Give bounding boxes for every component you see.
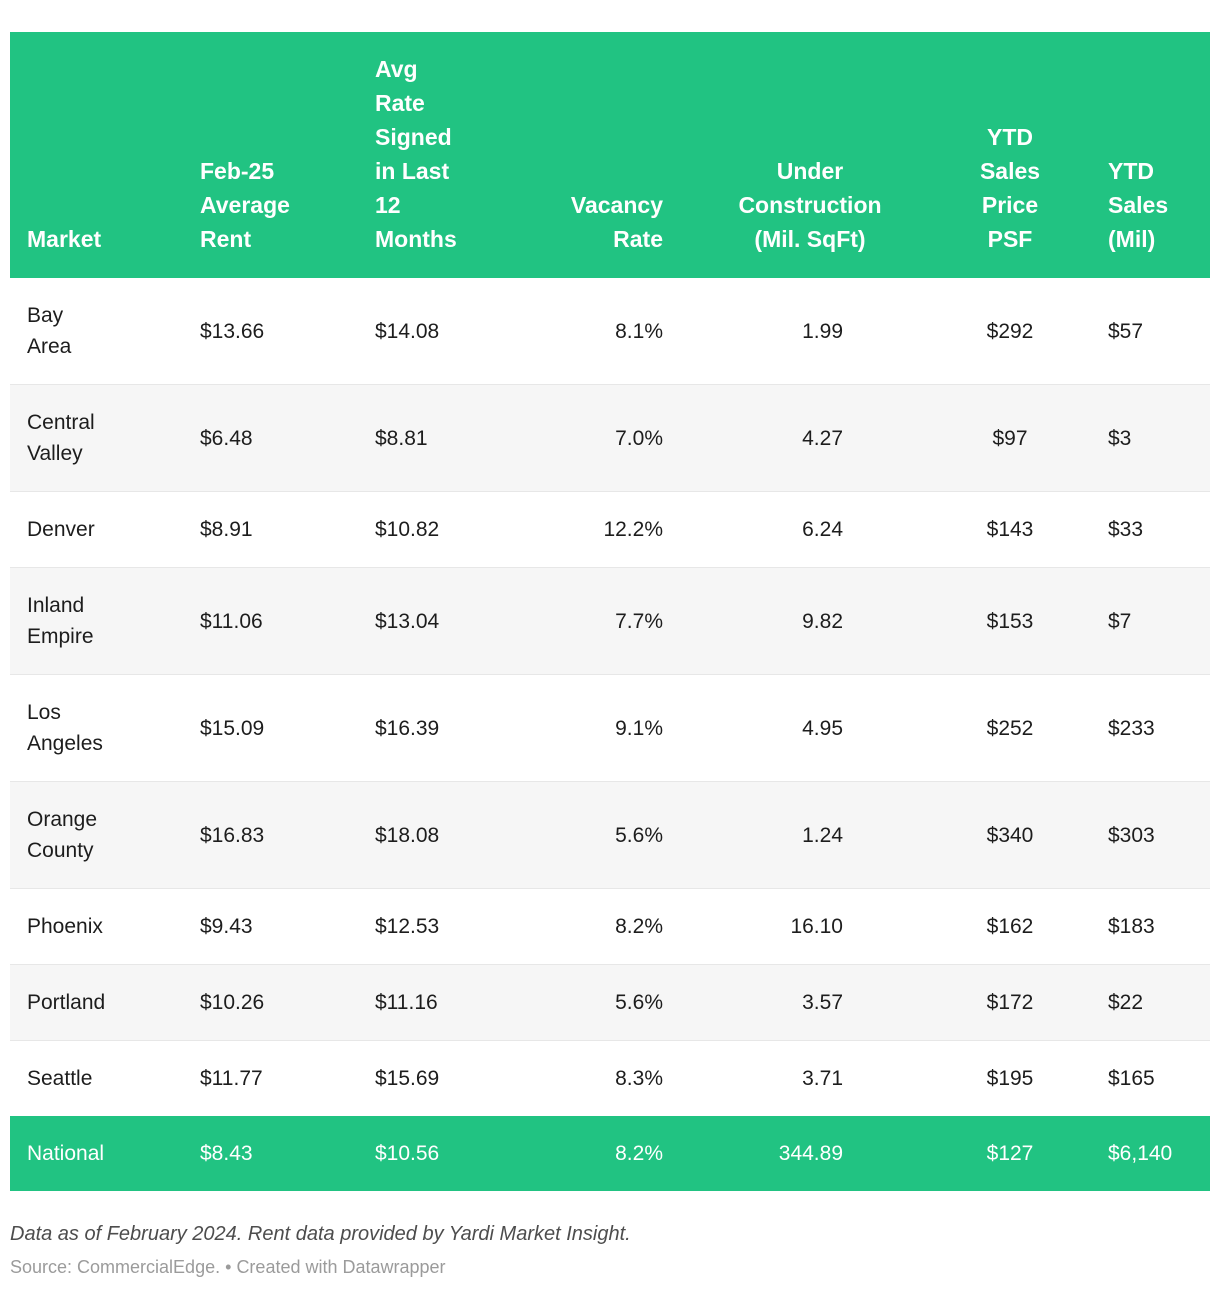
cell-uc: 1.24 bbox=[802, 823, 843, 847]
cell-uc: 6.24 bbox=[802, 518, 843, 541]
table-row: Central Valley $6.48 $8.81 7.0% 4.27 $97 $3 bbox=[10, 384, 1210, 492]
table-notes: Data as of February 2024. Rent data prov… bbox=[10, 1223, 631, 1245]
cell-uc: 3.57 bbox=[802, 991, 843, 1014]
table-row: Los Angeles $15.09 $16.39 9.1% 4.95 $252 $233 bbox=[10, 674, 1210, 782]
cell-uc: 16.10 bbox=[790, 915, 843, 938]
column-header-rent: Feb-25 Average Rent bbox=[200, 158, 290, 252]
cell-ytd: $233 bbox=[1108, 716, 1155, 740]
source-line: Source: CommercialEdge. • Created with D… bbox=[10, 1255, 1210, 1279]
cell-vacancy: 8.3% bbox=[615, 1067, 663, 1090]
cell-market: Seattle bbox=[27, 1067, 93, 1090]
header-row: Market Feb-25 Average Rent Avg Rate Signed… bbox=[10, 32, 1210, 278]
table-row: Inland Empire $11.06 $13.04 7.7% 9.82 $153 $7 bbox=[10, 567, 1210, 675]
table-row-highlight: National $8.43 $10.56 8.2% 344.89 $127 $6,140 bbox=[10, 1116, 1210, 1191]
cell-vacancy: 9.1% bbox=[615, 716, 663, 740]
cell-uc: 344.89 bbox=[778, 1142, 843, 1165]
table-body: Bay Area $13.66 $14.08 8.1% 1.99 $292 $57 Centr… bbox=[10, 278, 1210, 1191]
cell-ytd: $57 bbox=[1108, 319, 1144, 343]
cell-avg: $15.69 bbox=[375, 1067, 440, 1090]
cell-psf: $162 bbox=[986, 915, 1034, 938]
cell-ytd: $303 bbox=[1108, 823, 1155, 847]
datawrapper-attribution-link[interactable]: Created with Datawrapper bbox=[236, 1257, 446, 1277]
cell-psf: $127 bbox=[986, 1142, 1034, 1165]
cell-rent: $15.09 bbox=[200, 716, 265, 740]
cell-psf: $153 bbox=[986, 609, 1034, 633]
column-header-uc: Under Construction (Mil. SqFt) bbox=[738, 158, 882, 252]
cell-avg: $10.82 bbox=[375, 518, 440, 541]
cell-vacancy: 12.2% bbox=[603, 518, 663, 541]
cell-vacancy: 7.0% bbox=[615, 426, 663, 450]
table-row: Portland $10.26 $11.16 5.6% 3.57 $172 $22 bbox=[10, 964, 1210, 1041]
cell-psf: $143 bbox=[986, 518, 1034, 541]
cell-avg: $14.08 bbox=[375, 319, 440, 343]
cell-vacancy: 5.6% bbox=[615, 823, 663, 847]
column-header-avg: Avg Rate Signed in Last 12 Months bbox=[375, 56, 457, 252]
cell-vacancy: 5.6% bbox=[615, 991, 663, 1014]
table-header: Market Feb-25 Average Rent Avg Rate Signed… bbox=[10, 32, 1210, 278]
cell-rent: $10.26 bbox=[200, 991, 265, 1014]
market-data-table: Market Feb-25 Average Rent Avg Rate Signed… bbox=[10, 32, 1210, 1191]
table-row: Phoenix $9.43 $12.53 8.2% 16.10 $162 $183 bbox=[10, 888, 1210, 965]
cell-avg: $16.39 bbox=[375, 716, 440, 740]
cell-ytd: $6,140 bbox=[1108, 1142, 1173, 1165]
cell-market: National bbox=[27, 1142, 105, 1165]
cell-market: Denver bbox=[27, 518, 95, 541]
table-row: Orange County $16.83 $18.08 5.6% 1.24 $340 $30… bbox=[10, 781, 1210, 889]
cell-ytd: $22 bbox=[1108, 991, 1144, 1014]
cell-uc: 3.71 bbox=[802, 1067, 843, 1090]
separator: • bbox=[225, 1257, 232, 1277]
cell-avg: $10.56 bbox=[375, 1142, 440, 1165]
cell-rent: $16.83 bbox=[200, 823, 265, 847]
cell-market: Central Valley bbox=[27, 411, 95, 465]
cell-vacancy: 8.2% bbox=[615, 1142, 663, 1165]
cell-psf: $172 bbox=[986, 991, 1034, 1014]
cell-rent: $8.91 bbox=[200, 518, 253, 541]
cell-market: Bay Area bbox=[27, 304, 72, 358]
cell-psf: $252 bbox=[986, 716, 1034, 740]
cell-avg: $11.16 bbox=[375, 991, 438, 1014]
cell-uc: 4.95 bbox=[802, 716, 843, 740]
cell-rent: $9.43 bbox=[200, 915, 253, 938]
column-header-market: Market bbox=[27, 226, 102, 252]
cell-ytd: $183 bbox=[1108, 915, 1155, 938]
cell-rent: $6.48 bbox=[200, 426, 253, 450]
cell-rent: $11.77 bbox=[200, 1067, 263, 1090]
cell-market: Inland Empire bbox=[27, 594, 94, 648]
cell-market: Los Angeles bbox=[27, 701, 103, 755]
cell-avg: $18.08 bbox=[375, 823, 440, 847]
cell-ytd: $165 bbox=[1108, 1067, 1155, 1090]
cell-vacancy: 7.7% bbox=[615, 609, 663, 633]
source-label: Source: CommercialEdge. bbox=[10, 1257, 221, 1277]
column-header-vacancy: Vacancy Rate bbox=[570, 192, 663, 252]
cell-avg: $13.04 bbox=[375, 609, 440, 633]
cell-avg: $12.53 bbox=[375, 915, 440, 938]
cell-market: Portland bbox=[27, 991, 106, 1014]
cell-uc: 9.82 bbox=[802, 609, 843, 633]
cell-avg: $8.81 bbox=[375, 426, 428, 450]
cell-vacancy: 8.1% bbox=[615, 319, 663, 343]
cell-psf: $292 bbox=[986, 319, 1034, 343]
table-row: Bay Area $13.66 $14.08 8.1% 1.99 $292 $57 bbox=[10, 278, 1210, 385]
cell-psf: $340 bbox=[986, 823, 1034, 847]
cell-uc: 4.27 bbox=[802, 426, 843, 450]
cell-psf: $97 bbox=[992, 426, 1028, 450]
cell-vacancy: 8.2% bbox=[615, 915, 663, 938]
cell-ytd: $3 bbox=[1108, 426, 1132, 450]
cell-ytd: $7 bbox=[1108, 609, 1132, 633]
cell-ytd: $33 bbox=[1108, 518, 1144, 541]
cell-rent: $13.66 bbox=[200, 319, 265, 343]
cell-market: Phoenix bbox=[27, 915, 103, 938]
cell-psf: $195 bbox=[986, 1067, 1034, 1090]
cell-market: Orange County bbox=[27, 808, 98, 862]
cell-rent: $8.43 bbox=[200, 1142, 253, 1165]
table-row: Seattle $11.77 $15.69 8.3% 3.71 $195 $165 bbox=[10, 1040, 1210, 1116]
column-header-ytd: YTD Sales (Mil) bbox=[1108, 158, 1169, 252]
cell-uc: 1.99 bbox=[802, 319, 843, 343]
column-header-psf: YTD Sales Price PSF bbox=[979, 124, 1041, 252]
table-row: Denver $8.91 $10.82 12.2% 6.24 $143 $33 bbox=[10, 491, 1210, 568]
cell-rent: $11.06 bbox=[200, 609, 263, 633]
